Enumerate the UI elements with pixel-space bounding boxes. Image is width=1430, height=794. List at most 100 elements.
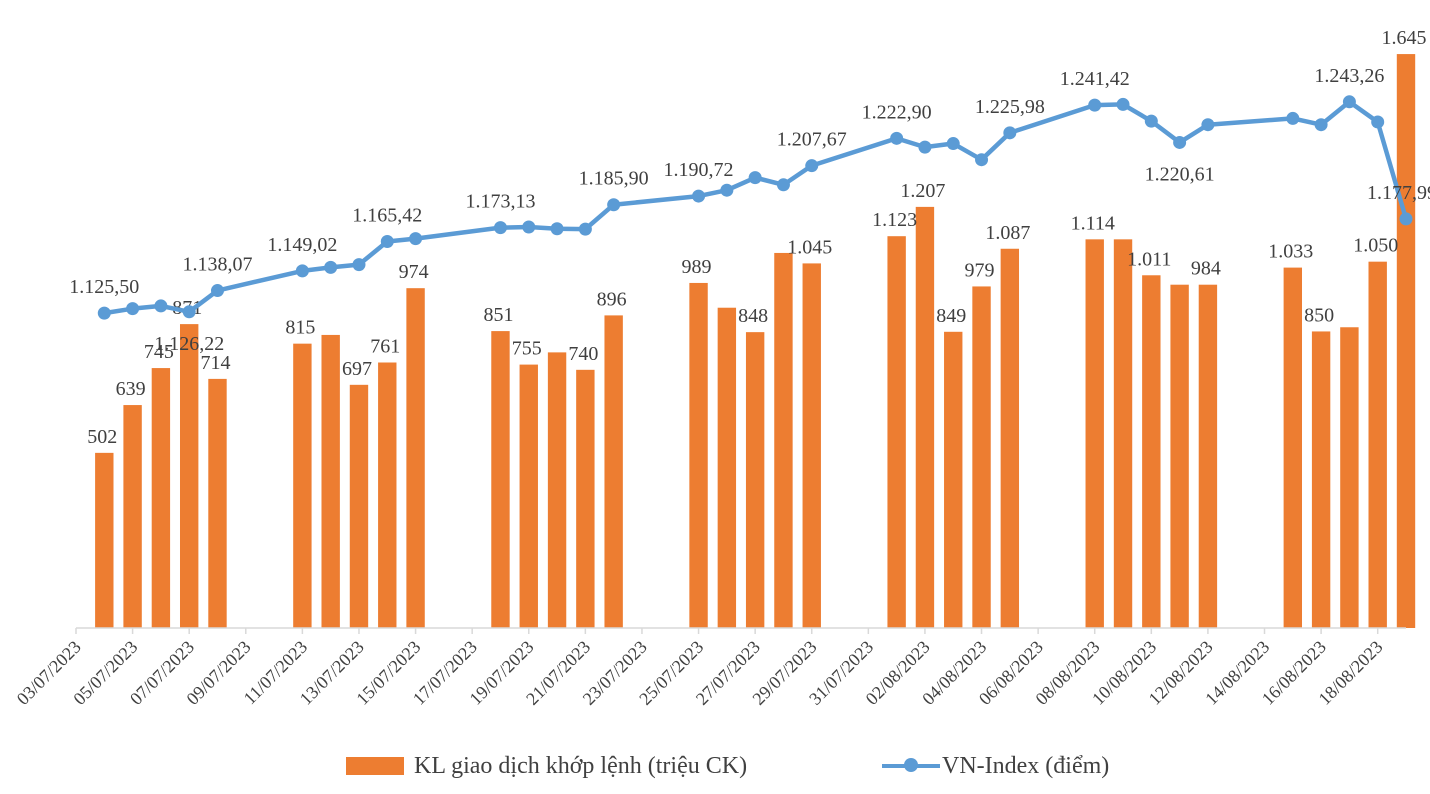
volume-bar — [208, 378, 227, 628]
legend-label-volume: KL giao dịch khớp lệnh (triệu CK) — [414, 752, 748, 779]
vnindex-point-label: 1.138,07 — [182, 254, 252, 276]
vnindex-labels: 1.125,50 1.126,22 1.138,07 1.149,02 1.165,42… — [69, 65, 1430, 355]
volume-bar-label: 1.045 — [787, 236, 832, 258]
volume-bar-label: 815 — [285, 317, 315, 339]
vnindex-point — [380, 234, 394, 248]
volume-bar — [774, 252, 793, 628]
volume-bar-label: 1.033 — [1268, 241, 1313, 263]
volume-bar — [604, 315, 623, 628]
vnindex-point-label: 1.220,61 — [1145, 163, 1215, 185]
volume-bar-label: 896 — [597, 288, 627, 310]
vnindex-point — [946, 137, 960, 151]
vnindex-point-label: 1.173,13 — [465, 191, 535, 213]
vnindex-point — [607, 198, 621, 212]
volume-bar — [95, 452, 114, 628]
legend-item-vnindex: VN-Index (điểm) — [882, 746, 1109, 786]
vnindex-point — [1116, 97, 1130, 111]
volume-bar — [972, 286, 991, 628]
vnindex-line — [97, 95, 1413, 320]
volume-bar — [491, 331, 510, 628]
volume-bar — [151, 368, 171, 628]
volume-bar-label: 848 — [738, 305, 768, 327]
vnindex-point — [126, 302, 140, 316]
vnindex-point — [1342, 95, 1356, 109]
vnindex-point-label: 1.222,90 — [862, 101, 932, 123]
vnindex-point — [154, 299, 168, 313]
vnindex-point — [918, 140, 932, 154]
vnindex-point — [890, 131, 904, 145]
volume-bar-label: 851 — [483, 304, 513, 326]
volume-bar — [1170, 284, 1189, 628]
vnindex-point-label: 1.165,42 — [352, 204, 422, 226]
vnindex-point-label: 1.185,90 — [579, 168, 649, 190]
volume-bar — [1113, 239, 1133, 629]
vnindex-point — [295, 264, 309, 278]
volume-bar — [1368, 261, 1387, 628]
legend-item-volume: KL giao dịch khớp lệnh (triệu CK) — [346, 746, 747, 786]
vnindex-point — [692, 189, 706, 203]
vnindex-point — [1201, 118, 1215, 132]
volume-bar — [1311, 331, 1331, 628]
volume-bar — [293, 343, 312, 628]
volume-bar — [1198, 284, 1218, 628]
vnindex-point-label: 1.207,67 — [777, 129, 847, 151]
volume-bar — [378, 362, 397, 628]
volume-bar-label: 639 — [116, 378, 146, 400]
volume-bar-label: 740 — [568, 343, 598, 365]
vnindex-point — [975, 153, 989, 167]
legend: KL giao dịch khớp lệnh (triệu CK) VN-Ind… — [0, 746, 1430, 786]
vnindex-point — [324, 260, 338, 274]
chart-canvas: 5026397458717148156977619748517557408969… — [13, 27, 1430, 709]
vnindex-point-label: 1.243,26 — [1314, 65, 1384, 87]
volume-bar-label: 1.207 — [900, 180, 945, 202]
vnindex-point-label: 1.190,72 — [664, 159, 734, 181]
vnindex-point — [550, 222, 564, 236]
volume-bar — [1000, 248, 1020, 628]
legend-swatch-volume — [346, 757, 404, 775]
vnindex-series-line — [103, 99, 1409, 316]
vnindex-point — [493, 221, 507, 235]
vnindex-point-label: 1.149,02 — [267, 234, 337, 256]
vnindex-point-label: 1.225,98 — [975, 96, 1045, 118]
vnindex-point — [1371, 115, 1385, 129]
volume-bar — [406, 288, 425, 628]
vnindex-point — [1314, 118, 1328, 132]
volume-bar — [887, 236, 906, 628]
volume-bar-label: 1.114 — [1071, 212, 1115, 234]
volume-bar-label: 761 — [370, 335, 400, 357]
volume-bar-label: 1.087 — [985, 222, 1030, 244]
volume-bar — [123, 405, 142, 628]
vnindex-point — [1088, 98, 1102, 112]
vnindex-point — [1399, 212, 1413, 226]
volume-bar — [944, 331, 963, 628]
volume-bar-label: 1.050 — [1353, 235, 1398, 257]
vnindex-point — [776, 178, 790, 192]
vnindex-point — [1286, 111, 1300, 125]
legend-swatch-vnindex — [882, 758, 940, 772]
volume-bar-label: 984 — [1191, 258, 1221, 280]
vnindex-point — [352, 258, 366, 272]
volume-bar-label: 714 — [200, 352, 230, 374]
volume-bar-label: 979 — [965, 259, 995, 281]
vnindex-point — [210, 284, 224, 298]
volume-bar — [1142, 275, 1161, 628]
legend-label-vnindex: VN-Index (điểm) — [942, 752, 1110, 779]
vnindex-point — [578, 222, 592, 236]
vnindex-point — [1003, 126, 1017, 140]
vnindex-point-label: 1.241,42 — [1060, 68, 1130, 90]
volume-bar-label: 697 — [342, 358, 372, 380]
volume-bar — [717, 307, 737, 628]
vnindex-point — [1144, 114, 1158, 128]
vnindex-point-label: 1.177,99 — [1367, 182, 1430, 204]
vnindex-point-label: 1.125,50 — [69, 276, 139, 298]
volume-bar — [1396, 54, 1416, 629]
volume-bar-label: 1.123 — [872, 209, 917, 231]
volume-bars — [95, 54, 1416, 629]
volume-bar — [576, 369, 595, 628]
x-axis — [75, 627, 1406, 634]
volume-bar — [689, 282, 708, 628]
vnindex-point — [409, 232, 423, 246]
volume-bar — [1283, 267, 1303, 628]
volume-bar — [547, 352, 567, 628]
vnindex-point — [748, 171, 762, 185]
